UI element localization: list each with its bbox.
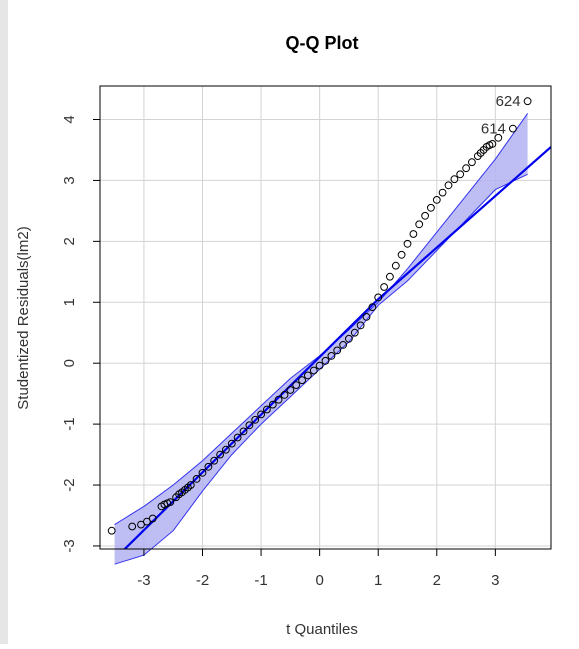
y-axis: -3 -2 -1 0 1 2 3 4 (61, 115, 100, 553)
data-point (397, 250, 406, 259)
data-point (274, 395, 283, 404)
point-labels: 624 614 (481, 93, 521, 137)
data-point (128, 522, 137, 531)
data-point (380, 283, 389, 291)
x-axis: -3 -2 -1 0 1 2 3 (137, 549, 500, 589)
data-point (468, 158, 476, 167)
point-label: 624 (496, 93, 521, 110)
data-point (251, 415, 260, 424)
data-point (268, 400, 277, 409)
confidence-band-upper (114, 113, 529, 526)
data-point (286, 386, 295, 394)
data-point (444, 181, 453, 190)
data-point (333, 346, 342, 355)
grid-lines (100, 86, 551, 549)
data-point (523, 97, 532, 106)
plot-border (99, 85, 552, 550)
data-point (415, 220, 424, 229)
data-point (143, 517, 151, 526)
data-point (192, 475, 201, 483)
y-axis-label: Studentized Residuals(lm2) (15, 226, 32, 409)
x-tick-label: 3 (491, 572, 499, 589)
data-point (227, 439, 236, 448)
data-point (263, 405, 271, 414)
data-point (450, 175, 459, 184)
data-point (321, 356, 330, 365)
data-point (280, 391, 289, 399)
data-point (186, 481, 195, 489)
data-point (391, 261, 400, 270)
data-point (210, 456, 219, 465)
data-point (239, 427, 248, 436)
data-point (298, 376, 307, 385)
y-tick-label: 3 (61, 176, 78, 184)
data-point (257, 410, 266, 419)
data-point (494, 133, 503, 142)
data-point (421, 211, 430, 220)
data-point (137, 520, 145, 529)
data-point (327, 352, 336, 360)
y-tick-label: -3 (61, 539, 78, 552)
data-point (309, 366, 318, 375)
x-axis-label: t Quantiles (286, 621, 358, 638)
x-tick-label: -2 (196, 572, 209, 589)
data-point (245, 421, 254, 430)
data-point (509, 124, 517, 133)
y-tick-label: 0 (61, 359, 78, 367)
y-tick-label: 1 (61, 298, 78, 306)
chart-title: Q-Q Plot (286, 33, 359, 53)
data-point (368, 303, 377, 312)
x-tick-label: 1 (374, 572, 382, 589)
data-point (233, 433, 242, 442)
data-point (403, 239, 412, 248)
data-point (166, 498, 175, 507)
data-point (345, 334, 353, 343)
data-point (350, 328, 359, 337)
data-point (438, 188, 447, 197)
data-point (148, 514, 157, 523)
data-point (456, 170, 465, 179)
data-point (362, 313, 371, 321)
window-edge (0, 0, 8, 644)
y-tick-label: 2 (61, 237, 78, 245)
x-tick-label: 0 (315, 572, 323, 589)
y-tick-label: -1 (61, 417, 78, 430)
point-label: 614 (481, 121, 506, 138)
data-point (462, 164, 471, 173)
data-point (304, 371, 312, 380)
data-point (292, 381, 301, 390)
data-point (216, 450, 225, 459)
data-point (374, 293, 383, 302)
x-tick-label: -1 (254, 572, 267, 589)
data-points (107, 97, 532, 535)
data-point (386, 272, 394, 281)
data-point (427, 203, 435, 212)
x-tick-label: 2 (433, 572, 441, 589)
data-point (432, 196, 441, 204)
data-point (315, 361, 324, 370)
data-point (222, 445, 230, 454)
data-point (204, 462, 213, 471)
data-point (339, 341, 348, 349)
data-point (409, 230, 418, 238)
data-point (198, 468, 207, 477)
data-point (107, 526, 116, 535)
x-tick-label: -3 (137, 572, 150, 589)
y-tick-label: -2 (61, 478, 78, 491)
data-point (356, 321, 365, 330)
data-point (488, 140, 497, 148)
y-tick-label: 4 (61, 115, 78, 123)
